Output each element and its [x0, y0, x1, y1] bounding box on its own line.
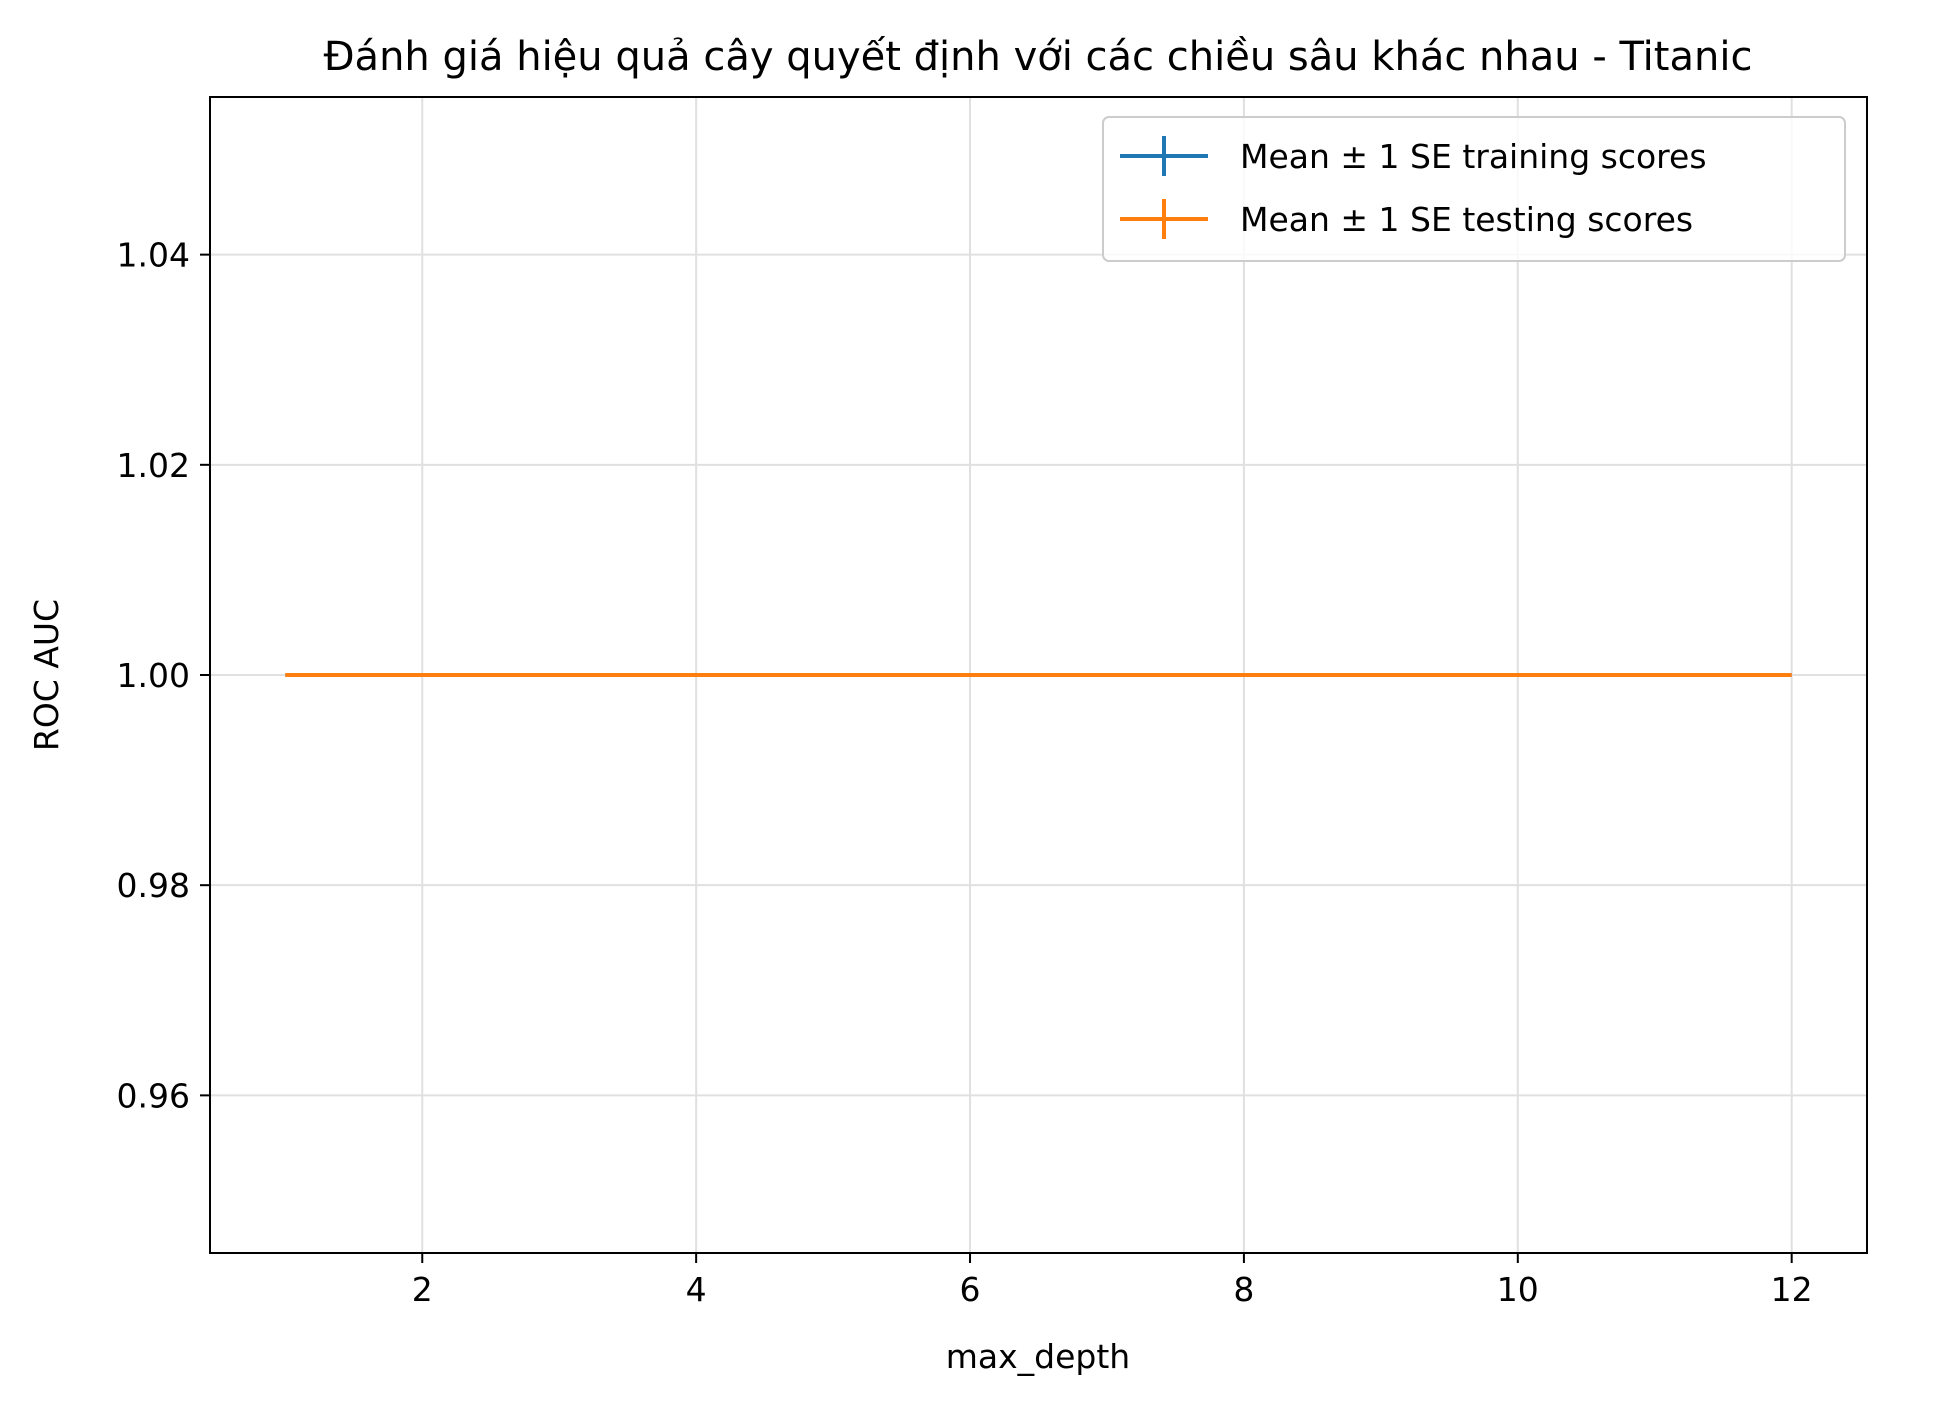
- legend-label: Mean ± 1 SE training scores: [1240, 137, 1707, 176]
- chart-title: Đánh giá hiệu quả cây quyết định với các…: [324, 34, 1753, 80]
- legend-label: Mean ± 1 SE testing scores: [1240, 200, 1693, 239]
- x-axis: 2 4 6 8 10 12: [412, 1253, 1813, 1309]
- y-axis-label: ROC AUC: [27, 599, 66, 751]
- y-tick-label: 1.04: [117, 236, 190, 275]
- y-tick-label: 1.00: [117, 656, 190, 695]
- x-tick-label: 12: [1771, 1270, 1813, 1309]
- x-axis-label: max_depth: [946, 1337, 1130, 1376]
- y-tick-label: 0.98: [117, 866, 190, 905]
- legend-box: [1102, 116, 1846, 262]
- legend: Mean ± 1 SE training scores Mean ± 1 SE t…: [1102, 116, 1846, 262]
- x-tick-label: 4: [686, 1270, 707, 1309]
- x-tick-label: 2: [412, 1270, 433, 1309]
- y-tick-label: 0.96: [117, 1076, 190, 1115]
- x-tick-label: 10: [1497, 1270, 1539, 1309]
- y-axis: 0.96 0.98 1.00 1.02 1.04: [117, 236, 210, 1115]
- x-tick-label: 8: [1233, 1270, 1254, 1309]
- y-tick-label: 1.02: [117, 446, 190, 485]
- x-tick-label: 6: [960, 1270, 981, 1309]
